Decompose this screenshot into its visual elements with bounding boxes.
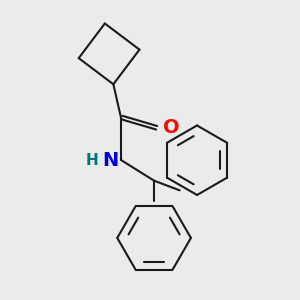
Text: N: N xyxy=(102,151,119,170)
Text: O: O xyxy=(163,118,180,137)
Text: H: H xyxy=(86,153,99,168)
